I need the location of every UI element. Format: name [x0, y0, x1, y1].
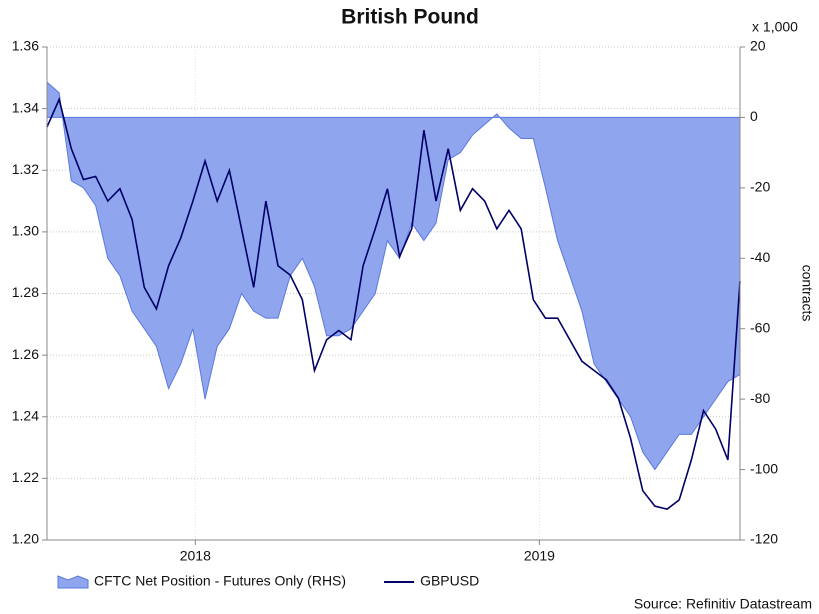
- x-tick-label: 2018: [180, 548, 211, 564]
- y-tick-label: 1.28: [12, 284, 39, 300]
- y-tick-label: 1.30: [12, 223, 39, 239]
- y-tick-label: 1.34: [12, 99, 39, 115]
- y2-unit: x 1,000: [752, 19, 798, 35]
- line: [46, 96, 741, 511]
- y2-tick-label: -80: [750, 390, 770, 406]
- y2-tick-label: -60: [750, 319, 770, 335]
- y-tick-label: 1.26: [12, 346, 39, 362]
- y-tick-label: 1.24: [12, 407, 39, 423]
- y2-axis-label: contracts: [799, 265, 815, 322]
- source: Source: Refinitiv Datastream: [634, 596, 812, 612]
- y2-tick-label: 0: [750, 108, 758, 124]
- y-tick-label: 1.32: [12, 161, 39, 177]
- legend-swatch: [57, 575, 89, 589]
- y-tick-label: 1.36: [12, 38, 39, 54]
- legend-label: GBPUSD: [420, 573, 479, 589]
- y-tick-label: 1.20: [12, 531, 39, 547]
- y-tick-label: 1.22: [12, 469, 39, 485]
- legend-label: CFTC Net Position - Futures Only (RHS): [94, 573, 346, 589]
- y2-tick-label: -120: [750, 531, 778, 547]
- chart-title: British Pound: [341, 6, 479, 29]
- y2-tick-label: 20: [750, 38, 766, 54]
- y2-tick-label: -20: [750, 179, 770, 195]
- area: [46, 81, 741, 471]
- y2-tick-label: -100: [750, 460, 778, 476]
- x-tick-label: 2019: [524, 548, 555, 564]
- y2-tick-label: -40: [750, 249, 770, 265]
